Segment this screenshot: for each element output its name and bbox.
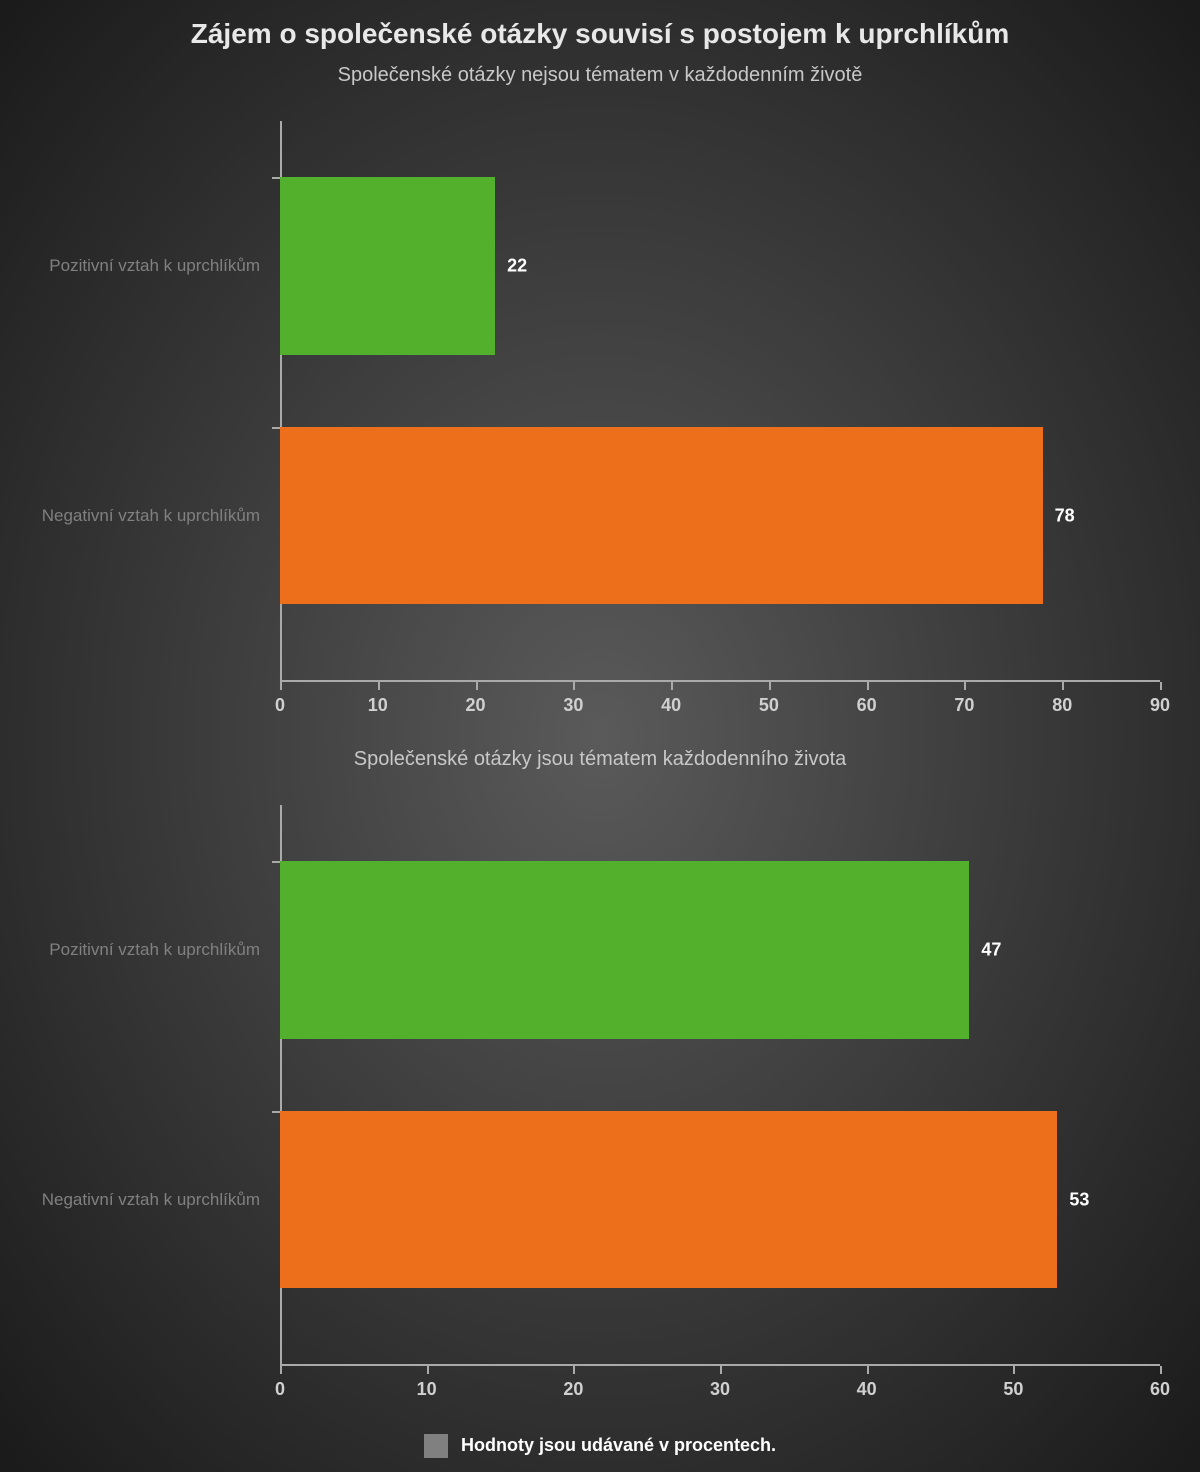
x-tick-label: 30 xyxy=(563,695,583,716)
y-tick xyxy=(272,177,280,179)
panel-2: Pozitivní vztah k uprchlíkům Negativní vz… xyxy=(0,781,1200,1426)
y-category-label: Negativní vztah k uprchlíkům xyxy=(42,506,260,526)
legend: Hodnoty jsou udávané v procentech. xyxy=(0,1426,1200,1472)
panel-1: Pozitivní vztah k uprchlíkům Negativní vz… xyxy=(0,97,1200,742)
x-tick xyxy=(280,682,282,690)
x-tick-label: 0 xyxy=(275,1379,285,1400)
bar-value: 78 xyxy=(1055,505,1075,526)
x-tick-label: 20 xyxy=(563,1379,583,1400)
x-tick-label: 50 xyxy=(759,695,779,716)
x-tick-label: 60 xyxy=(1150,1379,1170,1400)
bar-value: 47 xyxy=(981,939,1001,960)
chart-container: Zájem o společenské otázky souvisí s pos… xyxy=(0,0,1200,1472)
panel-2-y-labels: Pozitivní vztah k uprchlíkům Negativní vz… xyxy=(0,811,270,1366)
y-tick xyxy=(272,427,280,429)
bar xyxy=(280,427,1043,605)
y-category-label: Negativní vztah k uprchlíkům xyxy=(42,1190,260,1210)
x-tick-label: 0 xyxy=(275,695,285,716)
bar-value: 53 xyxy=(1069,1189,1089,1210)
y-category-label: Pozitivní vztah k uprchlíkům xyxy=(49,940,260,960)
x-tick-label: 70 xyxy=(954,695,974,716)
x-tick xyxy=(867,682,869,690)
x-tick xyxy=(280,1366,282,1374)
legend-label: Hodnoty jsou udávané v procentech. xyxy=(461,1435,776,1455)
x-tick xyxy=(476,682,478,690)
x-tick xyxy=(378,682,380,690)
main-title: Zájem o společenské otázky souvisí s pos… xyxy=(0,0,1200,58)
panel-1-plot: 01020304050607080902278 xyxy=(280,127,1160,682)
x-tick xyxy=(671,682,673,690)
panel-1-subtitle: Společenské otázky nejsou tématem v každ… xyxy=(0,58,1200,97)
x-tick xyxy=(964,682,966,690)
bar xyxy=(280,1111,1057,1289)
x-tick-label: 60 xyxy=(857,695,877,716)
x-tick-label: 80 xyxy=(1052,695,1072,716)
y-category-label: Pozitivní vztah k uprchlíkům xyxy=(49,256,260,276)
x-tick xyxy=(769,682,771,690)
panel-2-plot: 01020304050604753 xyxy=(280,811,1160,1366)
x-tick xyxy=(1160,682,1162,690)
legend-swatch xyxy=(424,1434,448,1458)
y-tick xyxy=(272,1111,280,1113)
x-tick xyxy=(1062,682,1064,690)
panel-2-subtitle: Společenské otázky jsou tématem každoden… xyxy=(0,742,1200,781)
x-tick xyxy=(867,1366,869,1374)
x-tick xyxy=(427,1366,429,1374)
x-tick xyxy=(573,1366,575,1374)
bar xyxy=(280,177,495,355)
x-tick xyxy=(573,682,575,690)
x-tick xyxy=(720,1366,722,1374)
x-tick-label: 10 xyxy=(417,1379,437,1400)
x-tick-label: 40 xyxy=(857,1379,877,1400)
x-tick-label: 50 xyxy=(1003,1379,1023,1400)
bar xyxy=(280,861,969,1039)
panel-1-x-axis xyxy=(280,680,1160,682)
x-tick-label: 20 xyxy=(466,695,486,716)
panel-1-y-labels: Pozitivní vztah k uprchlíkům Negativní vz… xyxy=(0,127,270,682)
x-tick-label: 10 xyxy=(368,695,388,716)
y-tick xyxy=(272,861,280,863)
bar-value: 22 xyxy=(507,255,527,276)
x-tick-label: 30 xyxy=(710,1379,730,1400)
x-tick-label: 40 xyxy=(661,695,681,716)
x-tick xyxy=(1160,1366,1162,1374)
x-tick xyxy=(1013,1366,1015,1374)
x-tick-label: 90 xyxy=(1150,695,1170,716)
